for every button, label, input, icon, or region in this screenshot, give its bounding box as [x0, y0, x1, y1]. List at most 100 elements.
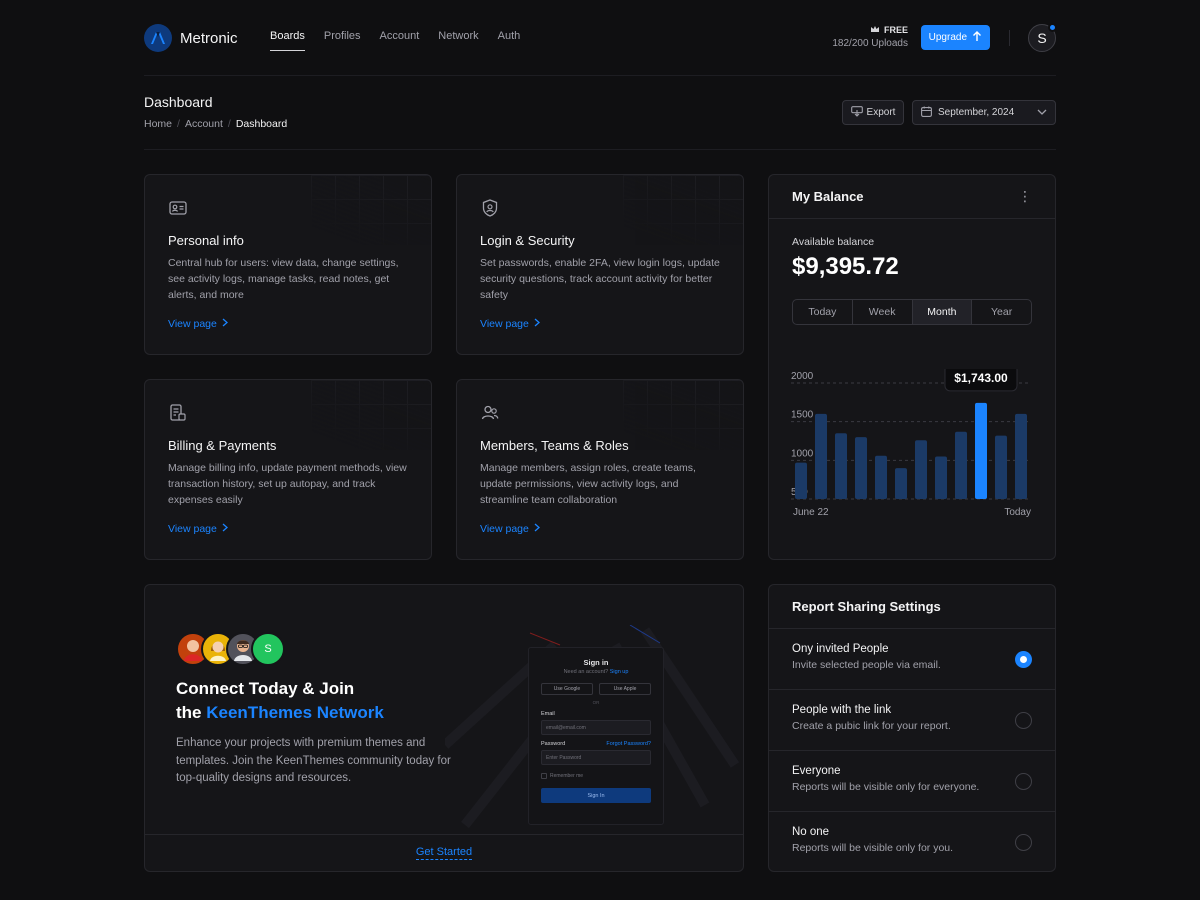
- preview-password-label: Password Forgot Password?: [541, 741, 651, 747]
- upgrade-label: Upgrade: [928, 32, 967, 43]
- connect-description: Enhance your projects with premium theme…: [176, 737, 451, 784]
- breadcrumb-separator: /: [177, 118, 180, 130]
- connect-title-prefix: the: [176, 703, 207, 722]
- option-everyone[interactable]: Everyone Reports will be visible only fo…: [769, 751, 1055, 812]
- link-label: View page: [168, 523, 217, 535]
- notification-dot: [1048, 23, 1057, 32]
- main-nav: Boards Profiles Account Network Auth: [270, 30, 520, 51]
- option-description: Invite selected people via email.: [792, 659, 941, 671]
- preview-title: Sign in: [583, 658, 609, 667]
- preview-password-field: Enter Password: [541, 750, 651, 765]
- tooltip-box: [944, 369, 1018, 392]
- avatar-initial: S: [251, 632, 285, 666]
- logo[interactable]: Metronic: [144, 24, 238, 52]
- members-teams-card: Members, Teams & Roles Manage members, a…: [456, 379, 744, 560]
- balance-title: My Balance: [792, 189, 864, 204]
- preview-signup-link: Sign up: [609, 669, 629, 675]
- report-title: Report Sharing Settings: [792, 599, 941, 614]
- calendar-icon: [921, 106, 932, 120]
- view-page-link[interactable]: View page: [480, 523, 540, 535]
- user-avatar[interactable]: S: [1028, 23, 1057, 52]
- bar: [955, 431, 967, 499]
- page-title: Dashboard: [144, 94, 213, 110]
- breadcrumb-current: Dashboard: [235, 118, 288, 130]
- balance-label: Available balance: [792, 236, 875, 248]
- card-pattern: [623, 380, 743, 450]
- more-vertical-icon[interactable]: ⋮: [1018, 188, 1032, 204]
- y-tick-label: 1500: [791, 410, 814, 421]
- option-description: Reports will be visible only for you.: [792, 842, 954, 854]
- view-page-link[interactable]: View page: [480, 318, 540, 330]
- radio-button[interactable]: [1015, 712, 1032, 729]
- get-started-link[interactable]: Get Started: [415, 846, 473, 860]
- top-header: Metronic Boards Profiles Account Network…: [144, 0, 1057, 76]
- date-label: September, 2024: [938, 107, 1015, 118]
- option-title: People with the link: [792, 704, 892, 716]
- option-title: Ony invited People: [792, 643, 889, 655]
- bar-highlighted: [975, 402, 987, 499]
- preview-signin-button: Sign In: [541, 788, 651, 803]
- crown-icon: [870, 25, 880, 35]
- period-week[interactable]: Week: [853, 300, 913, 324]
- period-year[interactable]: Year: [991, 306, 1013, 318]
- arrow-up-icon: [972, 30, 982, 45]
- option-description: Create a pubic link for your report.: [792, 720, 951, 732]
- nav-profiles[interactable]: Profiles: [323, 30, 361, 42]
- date-picker[interactable]: September, 2024: [912, 100, 1056, 125]
- chevron-down-icon: [1037, 107, 1047, 118]
- chevron-right-icon: [222, 523, 228, 535]
- bill-icon: [168, 403, 188, 423]
- export-button[interactable]: Export: [842, 100, 904, 125]
- preview-email-field: email@email.com: [541, 720, 651, 735]
- nav-auth[interactable]: Auth: [497, 30, 521, 42]
- preview-apple: Use Apple: [599, 683, 651, 695]
- period-today[interactable]: Today: [793, 300, 853, 324]
- decorative-lines: [445, 625, 740, 829]
- plan-info: FREE 182/200 Uploads: [832, 25, 908, 49]
- radio-button[interactable]: [1015, 773, 1032, 790]
- bar: [1015, 413, 1027, 499]
- y-tick-label: 1000: [791, 448, 814, 459]
- period-month[interactable]: Month: [912, 300, 973, 324]
- breadcrumb-separator: /: [227, 118, 231, 130]
- x-end-label: Today: [1004, 507, 1031, 518]
- nav-account[interactable]: Account: [379, 30, 420, 42]
- tooltip-value: $1,743.00: [954, 371, 1008, 385]
- period-selector: Today Week Month Year: [792, 299, 1032, 325]
- view-page-link[interactable]: View page: [168, 523, 228, 535]
- card-title: Members, Teams & Roles: [480, 438, 629, 453]
- option-no-one[interactable]: No one Reports will be visible only for …: [769, 812, 1055, 871]
- preview-password-label-text: Password: [541, 741, 566, 747]
- export-icon: [850, 105, 863, 120]
- breadcrumb-home[interactable]: Home: [144, 118, 173, 130]
- upgrade-button[interactable]: Upgrade: [920, 25, 990, 50]
- preview-forgot-link: Forgot Password?: [606, 741, 651, 747]
- id-card-icon: [168, 198, 188, 218]
- users-icon: [480, 403, 500, 423]
- checkbox-icon: [541, 773, 547, 779]
- option-link[interactable]: People with the link Create a pubic link…: [769, 690, 1055, 751]
- card-title: Login & Security: [480, 233, 575, 248]
- radio-button[interactable]: [1015, 651, 1032, 668]
- breadcrumb: Home / Account / Dashboard: [144, 118, 287, 130]
- option-title: Everyone: [792, 765, 841, 777]
- chevron-right-icon: [534, 523, 540, 535]
- view-page-link[interactable]: View page: [168, 318, 228, 330]
- avatar-letter: S: [1037, 30, 1047, 46]
- nav-network[interactable]: Network: [438, 30, 479, 42]
- balance-header: My Balance ⋮: [769, 175, 1055, 219]
- report-sharing-card: Report Sharing Settings Ony invited Peop…: [768, 584, 1056, 872]
- option-invited[interactable]: Ony invited People Invite selected peopl…: [769, 629, 1055, 690]
- header-divider: [1009, 30, 1010, 46]
- preview-email-label-text: Email: [541, 711, 555, 717]
- card-pattern: [311, 380, 431, 450]
- nav-boards[interactable]: Boards: [270, 30, 305, 51]
- signin-preview: Sign in Need an account? Sign up Use Goo…: [528, 647, 664, 825]
- balance-card: My Balance ⋮ Available balance $9,395.72…: [768, 174, 1056, 560]
- breadcrumb-account[interactable]: Account: [184, 118, 223, 130]
- export-label: Export: [866, 107, 896, 118]
- chevron-right-icon: [534, 318, 540, 330]
- preview-remember-label: Remember me: [550, 773, 584, 779]
- radio-button[interactable]: [1015, 834, 1032, 851]
